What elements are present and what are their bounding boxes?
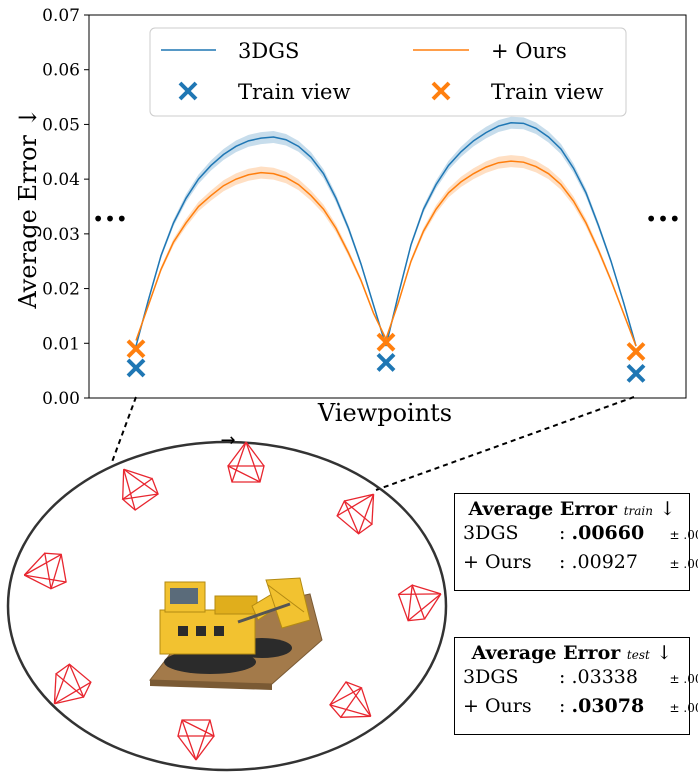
train-row-3dgs-sep: : xyxy=(559,522,566,544)
camera-frustum-4 xyxy=(329,681,372,719)
connector-left xyxy=(111,396,137,463)
series-band-1-1 xyxy=(386,155,636,348)
series-layer xyxy=(135,116,637,348)
series-line-0-1 xyxy=(385,122,637,347)
train-view-marker-1-0 xyxy=(126,339,146,359)
y-tick-label: 0.06 xyxy=(42,61,80,81)
train-box-title: Average Error train ↓ xyxy=(455,498,689,520)
train-view-marker-0-2 xyxy=(626,363,646,383)
connector-right xyxy=(375,396,635,491)
y-axis-label: Average Error ↓ xyxy=(14,107,42,309)
orbit-direction-arrow: → xyxy=(220,430,235,451)
camera-frustum-2 xyxy=(336,493,375,535)
legend: 3DGS + Ours Train view Train view xyxy=(149,27,627,117)
test-box-arrow: ↓ xyxy=(656,642,673,664)
train-row-ours: + Ours : .00927 ± .00002 xyxy=(455,549,698,578)
train-box-subscript: train xyxy=(623,504,653,518)
y-tick-label: 0.01 xyxy=(42,334,80,354)
test-row-ours: + Ours : .03078 ± .00017 xyxy=(455,693,698,722)
test-row-3dgs-std: ± .00034 xyxy=(669,672,698,686)
train-error-box: Average Error train ↓ 3DGS : .00660 ± .0… xyxy=(454,493,698,591)
legend-label-3dgs: 3DGS xyxy=(238,39,299,63)
plot-frame xyxy=(88,14,687,399)
test-row-3dgs: 3DGS : .03338 ± .00034 xyxy=(455,664,698,693)
train-row-3dgs-value: .00660 xyxy=(571,522,645,544)
camera-frustum-3 xyxy=(397,584,442,622)
test-row-ours-name: + Ours xyxy=(463,695,532,717)
camera-frustum-0 xyxy=(121,468,159,511)
train-box-title-text: Average Error xyxy=(468,498,618,520)
camera-frustum-5 xyxy=(177,719,215,761)
test-box-subscript: test xyxy=(626,648,650,662)
camera-frustum-1 xyxy=(227,441,265,483)
test-row-3dgs-sep: : xyxy=(559,666,566,688)
camera-frusta xyxy=(23,441,442,761)
train-view-marker-1-1 xyxy=(376,332,396,352)
test-error-box: Average Error test ↓ 3DGS : .03338 ± .00… xyxy=(454,637,698,735)
test-row-3dgs-value: .03338 xyxy=(571,666,638,688)
camera-frustum-7 xyxy=(23,552,67,590)
y-tick-label: 0.04 xyxy=(42,170,80,190)
test-box-title-text: Average Error xyxy=(471,642,621,664)
camera-orbit xyxy=(6,440,448,772)
camera-frustum-6 xyxy=(53,663,92,705)
legend-label-ours: + Ours xyxy=(491,39,567,63)
lego-bulldozer xyxy=(149,577,323,690)
train-row-ours-std: ± .00002 xyxy=(669,557,698,571)
legend-frame xyxy=(149,27,627,117)
train-view-markers xyxy=(126,332,646,383)
train-row-3dgs-std: ± .00002 xyxy=(669,528,698,542)
scene-illustration: → xyxy=(6,430,448,772)
series-line-1-0 xyxy=(135,171,387,341)
test-row-ours-std: ± .00017 xyxy=(669,701,698,715)
legend-label-train-3dgs: Train view xyxy=(238,80,350,104)
test-row-ours-value: .03078 xyxy=(571,695,645,717)
test-row-ours-sep: : xyxy=(559,695,566,717)
train-box-arrow: ↓ xyxy=(659,498,676,520)
series-line-1-1 xyxy=(385,160,637,347)
test-box-title: Average Error test ↓ xyxy=(455,642,689,664)
legend-marker-train-ours xyxy=(431,81,451,101)
y-axis: 0.00 0.01 0.02 0.03 0.04 0.05 0.06 0.07 xyxy=(42,6,89,409)
series-line-0-0 xyxy=(135,136,387,347)
train-row-ours-name: + Ours xyxy=(463,551,532,573)
y-tick-label: 0.05 xyxy=(42,115,80,135)
train-row-ours-sep: : xyxy=(559,551,566,573)
train-view-marker-0-0 xyxy=(126,358,146,378)
train-view-marker-1-2 xyxy=(626,342,646,361)
legend-marker-train-3dgs xyxy=(178,81,198,101)
train-row-3dgs: 3DGS : .00660 ± .00002 xyxy=(455,520,698,549)
train-row-3dgs-name: 3DGS xyxy=(463,522,519,544)
ellipsis-right: ••• xyxy=(645,207,680,231)
legend-label-train-ours: Train view xyxy=(491,80,603,104)
train-row-ours-value: .00927 xyxy=(571,551,638,573)
test-row-3dgs-name: 3DGS xyxy=(463,666,519,688)
y-tick-label: 0.07 xyxy=(42,6,80,26)
y-tick-label: 0.03 xyxy=(42,225,80,245)
train-view-marker-0-1 xyxy=(376,353,396,372)
ellipsis-left: ••• xyxy=(92,207,127,231)
y-tick-label: 0.00 xyxy=(42,389,80,409)
y-tick-label: 0.02 xyxy=(42,280,80,300)
x-axis-label: Viewpoints xyxy=(317,399,452,427)
